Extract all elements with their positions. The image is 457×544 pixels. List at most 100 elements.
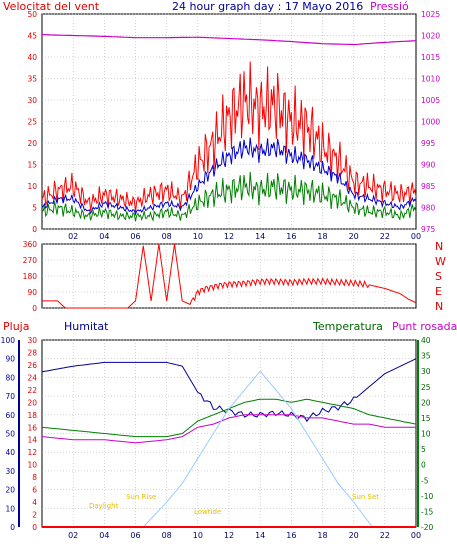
pressure-ytick-1020: 1020	[421, 32, 440, 41]
pressure-ytick-1025: 1025	[421, 10, 440, 19]
chart-title: 24 hour graph day : 17 Mayo 2016	[172, 0, 363, 13]
wind-hour-tick-00: 00	[411, 232, 421, 241]
wind-ytick-30: 30	[27, 96, 37, 105]
humidity-label: Humitat	[64, 320, 109, 333]
lower-hour-tick-06: 06	[130, 531, 140, 540]
temperature-ytick-20: 20	[421, 398, 431, 407]
direction-label-n-top: N	[435, 240, 443, 253]
temperature-ytick-10: 10	[421, 430, 431, 439]
temperature-label: Temperatura	[312, 320, 383, 333]
lower-hour-tick-10: 10	[193, 531, 203, 540]
temperature-ytick-5: 5	[421, 445, 426, 454]
humidity-ytick-20: 20	[5, 486, 15, 495]
rain-ytick-20: 20	[27, 398, 37, 407]
pressure-ytick-980: 980	[421, 204, 436, 213]
rain-ytick-8: 8	[32, 473, 37, 482]
lower-hour-tick-12: 12	[224, 531, 234, 540]
wind-ytick-45: 45	[27, 32, 37, 41]
direction-ytick-0: 0	[32, 304, 37, 313]
humidity-ytick-80: 80	[5, 373, 15, 382]
direction-label-s: S	[435, 270, 442, 283]
pressure-ytick-995: 995	[421, 139, 436, 148]
rain-ytick-22: 22	[27, 386, 37, 395]
humidity-ytick-70: 70	[5, 392, 15, 401]
pressure-ytick-1000: 1000	[421, 118, 440, 127]
wind-ytick-50: 50	[27, 10, 37, 19]
wind-hour-tick-18: 18	[317, 232, 327, 241]
pressure-ytick-975: 975	[421, 225, 436, 234]
wind-ytick-15: 15	[27, 161, 37, 170]
wind-ytick-0: 0	[32, 225, 37, 234]
wind-hour-tick-20: 20	[349, 232, 359, 241]
pressure-axis-title: Pressió	[370, 0, 409, 13]
daylight-label: Daylight	[89, 502, 119, 510]
wind-hour-tick-04: 04	[99, 232, 109, 241]
rain-ytick-0: 0	[32, 523, 37, 532]
wind-speed-axis-title: Velocitat del vent	[3, 0, 100, 13]
rain-ytick-24: 24	[27, 373, 37, 382]
temperature-ytick-15: 15	[421, 414, 431, 423]
direction-label-e: E	[435, 285, 442, 298]
wind-ytick-25: 25	[27, 118, 37, 127]
lower-series-sun	[142, 370, 373, 528]
humidity-ytick-90: 90	[5, 355, 15, 364]
wind-ytick-40: 40	[27, 53, 37, 62]
rain-ytick-10: 10	[27, 461, 37, 470]
direction-label-w: W	[435, 255, 446, 268]
direction-label-n-bottom: N	[435, 300, 443, 313]
temperature-ytick-35: 35	[421, 352, 431, 361]
temperature-ytick--10: -10	[421, 492, 433, 501]
pressure-ytick-1005: 1005	[421, 96, 440, 105]
humidity-ytick-0: 0	[10, 523, 15, 532]
direction-ytick-180: 180	[23, 272, 38, 281]
lower-hour-tick-02: 02	[68, 531, 78, 540]
wind-ytick-20: 20	[27, 139, 37, 148]
wind-hour-tick-22: 22	[380, 232, 390, 241]
lower-series-dew_point	[41, 414, 416, 444]
lower-hour-tick-18: 18	[317, 531, 327, 540]
rain-ytick-16: 16	[27, 423, 37, 432]
rain-ytick-18: 18	[27, 411, 37, 420]
lower-hour-tick-16: 16	[286, 531, 296, 540]
humidity-ytick-50: 50	[5, 430, 15, 439]
temperature-ytick--15: -15	[421, 507, 433, 516]
wind-series-gust	[41, 61, 417, 213]
wind-hour-tick-06: 06	[130, 232, 140, 241]
rain-ytick-4: 4	[32, 498, 37, 507]
wind-ytick-35: 35	[27, 75, 37, 84]
direction-series	[42, 243, 417, 309]
wind-ytick-10: 10	[27, 182, 37, 191]
wind-series-average	[41, 137, 417, 216]
rain-ytick-12: 12	[27, 448, 37, 457]
pressure-ytick-1010: 1010	[421, 75, 440, 84]
rain-ytick-6: 6	[32, 486, 37, 495]
wind-hour-tick-08: 08	[162, 232, 172, 241]
lowtide-label: Lowtide	[194, 508, 221, 516]
lower-hour-tick-00: 00	[411, 531, 421, 540]
rain-ytick-26: 26	[27, 361, 37, 370]
temperature-ytick-25: 25	[421, 383, 431, 392]
wind-hour-tick-12: 12	[224, 232, 234, 241]
pressure-ytick-1015: 1015	[421, 53, 440, 62]
wind-ytick-5: 5	[32, 204, 37, 213]
temperature-ytick-40: 40	[421, 336, 431, 345]
sun-set-label: Sun Set	[352, 493, 379, 501]
humidity-ytick-30: 30	[5, 467, 15, 476]
wind-hour-tick-14: 14	[255, 232, 265, 241]
lower-hour-tick-20: 20	[349, 531, 359, 540]
direction-ytick-360: 360	[23, 240, 38, 249]
humidity-ytick-10: 10	[5, 504, 15, 513]
temperature-ytick--20: -20	[421, 523, 433, 532]
pressure-ytick-990: 990	[421, 161, 436, 170]
wind-series-minimum	[41, 171, 417, 223]
wind-hour-tick-16: 16	[286, 232, 296, 241]
humidity-ytick-60: 60	[5, 411, 15, 420]
lower-hour-tick-08: 08	[162, 531, 172, 540]
temperature-ytick-30: 30	[421, 367, 431, 376]
lower-hour-tick-04: 04	[99, 531, 109, 540]
pressure-ytick-985: 985	[421, 182, 436, 191]
dew-point-label: Punt rosada	[392, 320, 457, 333]
direction-ytick-90: 90	[27, 288, 37, 297]
lower-hour-tick-14: 14	[255, 531, 265, 540]
